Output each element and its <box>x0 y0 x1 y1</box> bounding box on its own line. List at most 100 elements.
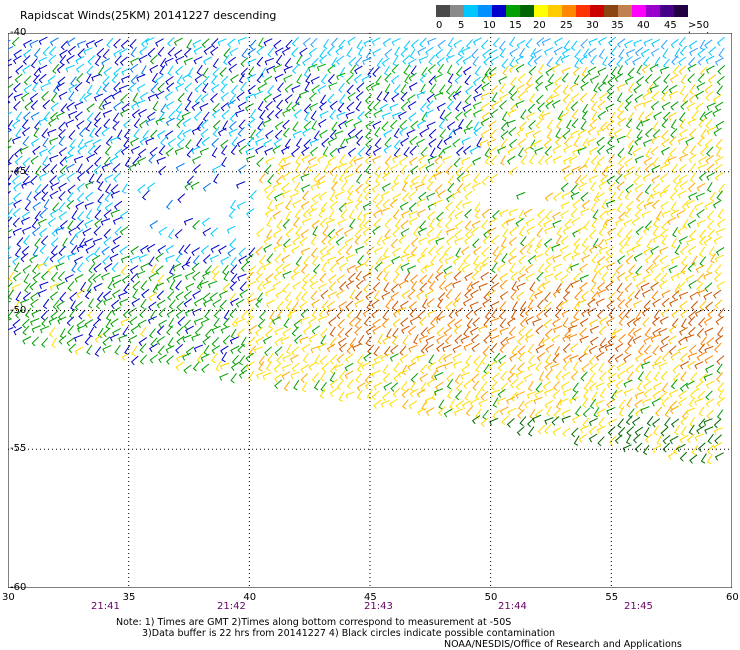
wind-barb <box>460 246 470 256</box>
wind-barb <box>176 335 185 345</box>
wind-barb <box>302 273 310 284</box>
wind-barb <box>632 147 642 156</box>
wind-barb <box>384 218 392 229</box>
wind-barb <box>614 343 624 353</box>
wind-barb <box>40 270 49 281</box>
wind-barb <box>114 344 121 356</box>
wind-barb <box>76 319 85 329</box>
wind-barb <box>563 172 572 182</box>
wind-barb <box>344 237 354 246</box>
wind-barb <box>128 163 138 172</box>
wind-barb <box>327 235 336 246</box>
wind-barb <box>266 216 273 228</box>
wind-barb <box>435 48 444 59</box>
wind-barb <box>626 318 636 328</box>
wind-barb <box>577 225 587 234</box>
wind-barb <box>569 343 579 353</box>
wind-barb <box>499 47 506 59</box>
wind-barb <box>605 281 614 291</box>
wind-barb <box>419 72 428 83</box>
wind-barb <box>321 261 328 273</box>
wind-barb <box>183 290 192 301</box>
wind-barb <box>430 369 438 381</box>
wind-barb <box>69 308 76 319</box>
wind-barb <box>428 173 436 184</box>
wind-barb <box>334 191 344 200</box>
wind-barb <box>384 155 392 166</box>
wind-barb <box>30 291 39 302</box>
wind-barb <box>373 209 382 219</box>
wind-barb <box>545 100 554 110</box>
wind-barb <box>181 111 191 120</box>
wind-barb <box>146 182 156 192</box>
wind-barb <box>292 130 302 139</box>
wind-barb <box>67 184 76 194</box>
wind-barb <box>329 129 337 140</box>
wind-barb <box>346 47 353 58</box>
wind-barb <box>94 156 102 167</box>
wind-barb <box>642 139 652 148</box>
wind-barb <box>338 154 346 165</box>
wind-barb <box>697 156 707 165</box>
wind-barb <box>491 235 500 245</box>
wind-barb <box>157 245 167 254</box>
wind-barb <box>263 243 272 253</box>
wind-barb <box>183 48 192 58</box>
wind-barb <box>605 199 616 208</box>
wind-barb <box>627 327 635 338</box>
wind-barb <box>310 201 319 211</box>
wind-barb <box>416 354 427 362</box>
wind-barb <box>455 200 463 210</box>
wind-barb <box>598 48 605 59</box>
wind-barb <box>328 316 337 327</box>
wind-barb <box>64 274 74 283</box>
wind-barb <box>668 84 678 94</box>
wind-barb <box>363 211 373 220</box>
wind-barb <box>281 182 290 193</box>
wind-barb <box>536 227 544 238</box>
wind-barb <box>436 342 445 353</box>
wind-barb <box>707 229 715 240</box>
wind-barb <box>583 380 591 392</box>
wind-barb <box>698 418 706 429</box>
wind-barb <box>184 139 192 150</box>
wind-barb <box>662 111 671 122</box>
wind-barb <box>245 93 255 102</box>
wind-barb <box>301 343 311 353</box>
wind-barb <box>535 81 543 92</box>
wind-barb <box>37 262 47 270</box>
wind-barb <box>322 38 330 50</box>
wind-barb <box>102 82 110 93</box>
wind-barb <box>273 138 283 148</box>
wind-barb <box>292 121 299 132</box>
wind-barb <box>221 145 228 156</box>
wind-barb <box>475 408 482 420</box>
wind-barb <box>103 66 112 76</box>
wind-barb <box>75 63 85 73</box>
wind-barb <box>607 36 617 47</box>
wind-barb <box>392 55 399 67</box>
wind-barb <box>362 57 372 65</box>
wind-barb <box>499 318 507 329</box>
wind-barb <box>265 273 274 283</box>
wind-barb <box>256 45 265 56</box>
wind-barb <box>679 382 689 392</box>
wind-barb <box>616 38 626 48</box>
wind-barb <box>455 247 461 258</box>
wind-barb <box>38 117 48 126</box>
wind-barb <box>461 263 471 273</box>
wind-barb <box>649 85 659 93</box>
wind-barb <box>344 118 354 128</box>
wind-barb <box>192 39 202 48</box>
wind-barb <box>211 137 219 148</box>
wind-barb <box>446 64 453 75</box>
wind-barb <box>436 298 444 309</box>
wind-barb <box>349 64 357 75</box>
wind-barb <box>64 154 74 163</box>
wind-barb <box>668 389 679 398</box>
wind-barb <box>607 335 616 346</box>
wind-barb <box>29 175 38 185</box>
wind-barb <box>207 280 218 289</box>
wind-barb <box>613 128 623 138</box>
wind-barb <box>300 263 308 274</box>
